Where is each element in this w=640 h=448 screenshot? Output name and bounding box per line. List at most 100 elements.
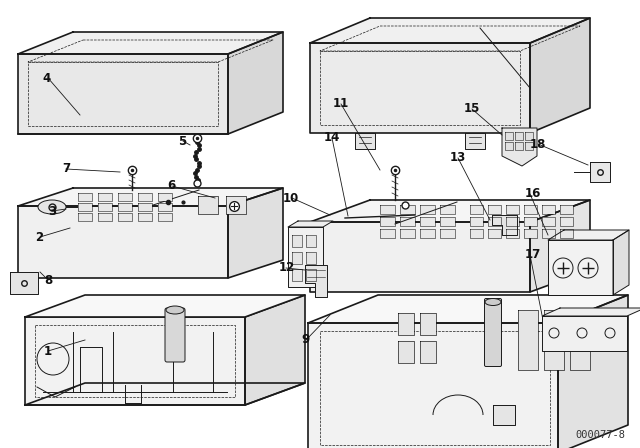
Text: 000077-8: 000077-8 <box>575 430 625 440</box>
Polygon shape <box>542 308 640 316</box>
Polygon shape <box>310 200 590 222</box>
Polygon shape <box>138 213 152 221</box>
Ellipse shape <box>166 306 184 314</box>
Polygon shape <box>420 341 436 363</box>
Polygon shape <box>310 43 530 133</box>
Polygon shape <box>506 217 519 226</box>
Polygon shape <box>542 217 555 226</box>
Polygon shape <box>420 313 436 335</box>
Text: 12: 12 <box>278 261 295 274</box>
Polygon shape <box>400 217 415 226</box>
Text: 17: 17 <box>524 248 541 261</box>
Polygon shape <box>355 133 375 149</box>
Text: 11: 11 <box>333 97 349 111</box>
Polygon shape <box>310 222 530 292</box>
Polygon shape <box>138 193 152 201</box>
Polygon shape <box>18 188 283 206</box>
Polygon shape <box>560 229 573 238</box>
Polygon shape <box>542 316 627 351</box>
Polygon shape <box>400 229 415 238</box>
Polygon shape <box>380 229 395 238</box>
Polygon shape <box>118 213 132 221</box>
Polygon shape <box>228 32 283 134</box>
Polygon shape <box>542 229 555 238</box>
Polygon shape <box>18 54 228 134</box>
Polygon shape <box>158 203 172 211</box>
Polygon shape <box>305 265 327 297</box>
Polygon shape <box>308 295 628 323</box>
Text: 3: 3 <box>49 205 56 219</box>
Polygon shape <box>440 229 455 238</box>
Text: 9: 9 <box>302 333 310 346</box>
Polygon shape <box>420 205 435 214</box>
Polygon shape <box>398 313 414 335</box>
Text: 1: 1 <box>44 345 52 358</box>
Polygon shape <box>306 235 316 247</box>
Polygon shape <box>288 221 333 227</box>
Polygon shape <box>530 200 590 292</box>
Polygon shape <box>25 295 305 317</box>
Text: 15: 15 <box>464 102 481 116</box>
Polygon shape <box>306 252 316 264</box>
Text: 7: 7 <box>62 162 70 176</box>
Polygon shape <box>493 405 515 425</box>
Polygon shape <box>505 132 513 140</box>
Polygon shape <box>590 162 610 182</box>
Text: 13: 13 <box>450 151 467 164</box>
Polygon shape <box>226 196 246 214</box>
Polygon shape <box>506 229 519 238</box>
Polygon shape <box>560 205 573 214</box>
Text: 14: 14 <box>323 131 340 145</box>
Polygon shape <box>515 142 523 150</box>
Polygon shape <box>78 213 92 221</box>
Polygon shape <box>118 193 132 201</box>
Polygon shape <box>98 203 112 211</box>
Polygon shape <box>420 217 435 226</box>
Polygon shape <box>525 142 533 150</box>
Polygon shape <box>488 217 501 226</box>
FancyBboxPatch shape <box>165 308 185 362</box>
Polygon shape <box>470 217 483 226</box>
Polygon shape <box>524 205 537 214</box>
Polygon shape <box>470 205 483 214</box>
Ellipse shape <box>38 200 66 214</box>
Polygon shape <box>78 203 92 211</box>
Polygon shape <box>78 193 92 201</box>
Polygon shape <box>420 229 435 238</box>
Polygon shape <box>548 230 629 240</box>
Polygon shape <box>158 213 172 221</box>
Polygon shape <box>524 229 537 238</box>
Text: 2: 2 <box>36 231 44 244</box>
Polygon shape <box>558 295 628 448</box>
Polygon shape <box>492 215 517 235</box>
Polygon shape <box>228 188 283 278</box>
Polygon shape <box>245 295 305 405</box>
Polygon shape <box>398 341 414 363</box>
Polygon shape <box>530 18 590 133</box>
Polygon shape <box>18 32 283 54</box>
Polygon shape <box>198 196 218 214</box>
Polygon shape <box>542 205 555 214</box>
Polygon shape <box>525 132 533 140</box>
Polygon shape <box>292 252 302 264</box>
Polygon shape <box>308 323 558 448</box>
Text: 8: 8 <box>44 273 52 287</box>
Polygon shape <box>440 217 455 226</box>
Polygon shape <box>380 205 395 214</box>
Polygon shape <box>544 310 564 370</box>
Polygon shape <box>465 133 485 149</box>
Polygon shape <box>25 317 245 405</box>
Polygon shape <box>613 230 629 295</box>
Polygon shape <box>310 18 590 43</box>
Polygon shape <box>18 206 228 278</box>
Text: 10: 10 <box>283 191 300 205</box>
Polygon shape <box>524 217 537 226</box>
Polygon shape <box>518 310 538 370</box>
Text: 16: 16 <box>524 187 541 200</box>
Polygon shape <box>400 205 415 214</box>
Polygon shape <box>118 203 132 211</box>
Polygon shape <box>138 203 152 211</box>
Polygon shape <box>470 229 483 238</box>
Polygon shape <box>292 235 302 247</box>
Polygon shape <box>98 213 112 221</box>
